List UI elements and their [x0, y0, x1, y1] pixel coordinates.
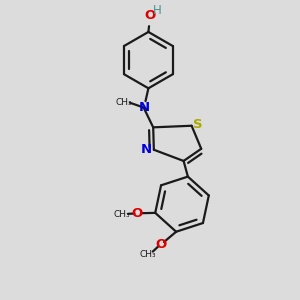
Text: O: O	[144, 9, 156, 22]
Text: CH₃: CH₃	[115, 98, 132, 107]
Text: N: N	[141, 142, 152, 156]
Text: CH₃: CH₃	[113, 210, 130, 219]
Text: O: O	[132, 207, 143, 220]
Text: CH₃: CH₃	[140, 250, 156, 259]
Text: S: S	[193, 118, 203, 130]
Text: H: H	[153, 4, 161, 17]
Text: N: N	[138, 101, 149, 114]
Text: O: O	[155, 238, 166, 251]
